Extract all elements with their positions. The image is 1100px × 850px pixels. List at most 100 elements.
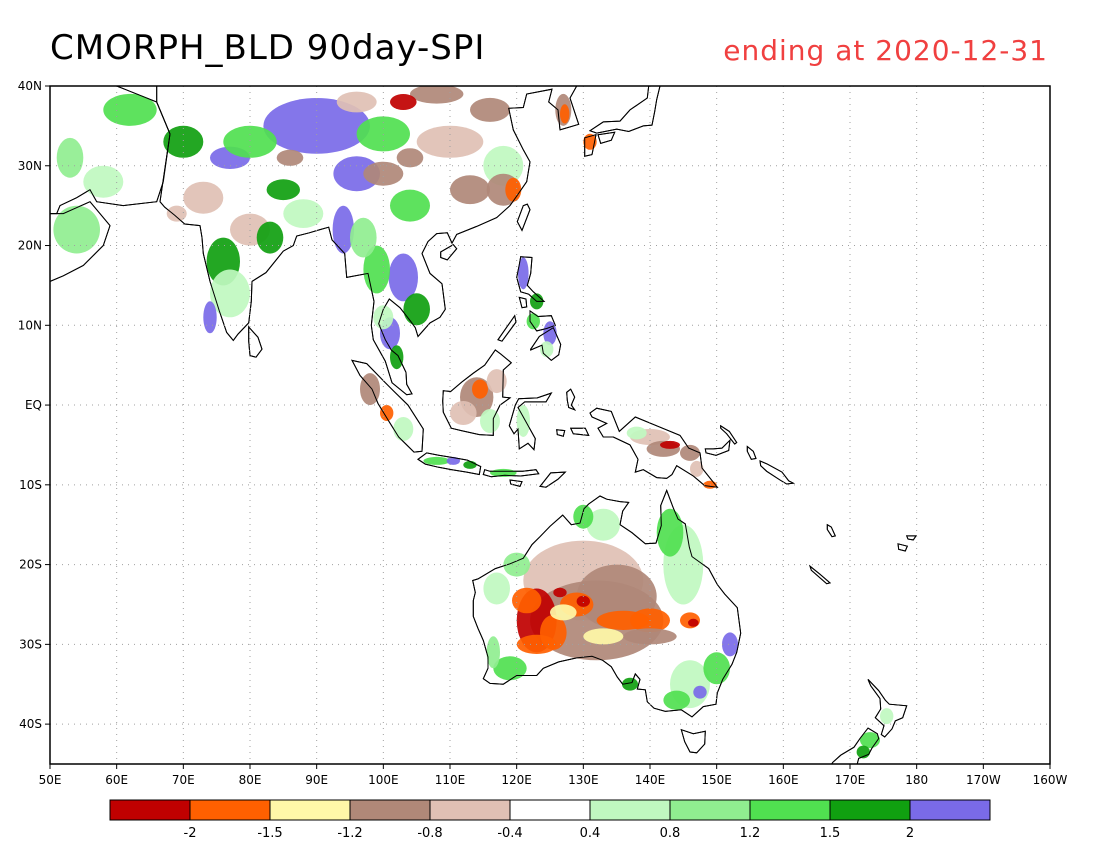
mindanao-coastline bbox=[530, 326, 562, 362]
spi-patch-23 bbox=[336, 91, 377, 113]
colorbar-swatch-7 bbox=[669, 799, 751, 821]
spi-patch-1 bbox=[333, 156, 381, 192]
colorbar-label: 1.5 bbox=[820, 826, 841, 841]
spi-patch-95 bbox=[663, 690, 690, 710]
colorbar-label: -2 bbox=[184, 826, 197, 841]
colorbar-swatch-2 bbox=[269, 799, 351, 821]
vanuatu-coastline bbox=[826, 523, 837, 538]
spi-patch-56 bbox=[423, 456, 451, 465]
spi-anomaly-layer bbox=[50, 86, 917, 764]
spi-patch-2 bbox=[332, 205, 354, 254]
spi-patch-51 bbox=[480, 409, 500, 433]
colorbar-label: 2 bbox=[906, 826, 914, 841]
spi-patch-10 bbox=[163, 125, 204, 158]
oman-coastline bbox=[50, 201, 111, 282]
lat-tick-label: 10N bbox=[18, 318, 42, 332]
sumatra-coastline bbox=[351, 359, 424, 453]
spi-patch-11 bbox=[83, 165, 124, 198]
spi-patch-17 bbox=[410, 86, 464, 104]
spi-patch-89 bbox=[483, 572, 511, 605]
spi-patch-87 bbox=[583, 628, 624, 645]
spi-patch-55 bbox=[393, 417, 414, 441]
colorbar-swatch-6 bbox=[589, 799, 671, 821]
spi-patch-7 bbox=[390, 189, 430, 222]
japan-main-coastline bbox=[588, 86, 661, 134]
spi-patch-14 bbox=[363, 161, 404, 186]
colorbar-swatch-10 bbox=[909, 799, 991, 821]
spi-patch-81 bbox=[553, 587, 567, 598]
spi-patch-64 bbox=[680, 444, 700, 461]
new-ireland-coastline bbox=[720, 424, 738, 445]
colorbar: -2 -1.5 -1.2 -0.8 -0.4 0.4 0.8 1.2 1.5 2 bbox=[109, 799, 991, 841]
spi-patch-97 bbox=[693, 685, 707, 699]
colorbar-swatch-8 bbox=[749, 799, 831, 821]
lon-tick-label: 60E bbox=[105, 773, 128, 787]
spi-patch-43 bbox=[518, 257, 529, 290]
lat-tick-label: 30N bbox=[18, 159, 42, 173]
spi-patch-34 bbox=[203, 301, 217, 334]
spi-patch-88 bbox=[550, 604, 577, 621]
lon-tick-label: 170W bbox=[966, 773, 1001, 787]
spi-patch-18 bbox=[483, 145, 524, 186]
colorbar-label: 1.2 bbox=[740, 826, 761, 841]
java-coastline bbox=[417, 452, 482, 476]
spi-patch-100 bbox=[880, 708, 894, 725]
hainan-coastline bbox=[440, 244, 458, 261]
lesser-sunda-coastline bbox=[482, 469, 540, 478]
spi-patch-35 bbox=[166, 205, 187, 222]
new-caledonia-coastline bbox=[809, 564, 832, 585]
grid-lines bbox=[50, 86, 1050, 764]
spi-patch-93 bbox=[722, 632, 738, 657]
spi-patch-6 bbox=[356, 116, 410, 152]
spi-patch-50 bbox=[450, 401, 477, 425]
spi-patch-37 bbox=[403, 293, 431, 326]
lat-tick-label: 40N bbox=[18, 79, 42, 93]
spi-patch-86 bbox=[623, 628, 677, 645]
sulawesi-coastline bbox=[508, 392, 553, 451]
spi-patch-41 bbox=[390, 345, 404, 370]
tasmania-coastline bbox=[680, 728, 706, 754]
luzon-coastline bbox=[516, 256, 546, 302]
latitude-ticks: 40N 30N 20N 10N EQ 10S 20S 30S 40S bbox=[18, 79, 50, 731]
spi-patch-33 bbox=[183, 181, 224, 214]
spi-patch-27 bbox=[560, 104, 570, 124]
spi-patch-12 bbox=[56, 137, 84, 178]
spi-patch-90 bbox=[493, 656, 527, 681]
spi-patch-76 bbox=[512, 587, 542, 614]
spi-patch-24 bbox=[390, 94, 417, 110]
nz-south-coastline bbox=[831, 727, 880, 764]
spi-patch-21 bbox=[450, 175, 490, 205]
lat-tick-label: 20S bbox=[19, 558, 42, 572]
asia-mainland-coastline bbox=[156, 86, 651, 396]
sri-lanka-coastline bbox=[248, 325, 263, 358]
visayas-coastline bbox=[529, 309, 556, 332]
plot-frame bbox=[49, 85, 1051, 765]
lon-tick-label: 160E bbox=[768, 773, 799, 787]
colorbar-label: 0.8 bbox=[660, 826, 681, 841]
spi-patch-47 bbox=[540, 341, 554, 358]
spi-patch-16 bbox=[470, 97, 510, 122]
japan-kyushu-coastline bbox=[584, 134, 597, 157]
colorbar-label: 0.4 bbox=[580, 826, 601, 841]
lon-tick-label: 70E bbox=[172, 773, 195, 787]
fiji-vanua-coastline bbox=[905, 535, 917, 541]
new-guinea-coastline bbox=[589, 407, 719, 488]
timor-coastline bbox=[539, 471, 567, 488]
japan-shikoku-coastline bbox=[597, 131, 616, 145]
fiji-coastline bbox=[897, 543, 908, 552]
solomons-coastline bbox=[759, 460, 795, 485]
spi-patch-32 bbox=[256, 221, 284, 254]
lon-tick-label: 120E bbox=[501, 773, 532, 787]
buru-coastline bbox=[556, 429, 566, 437]
lat-tick-label: 10S bbox=[19, 478, 42, 492]
lon-tick-label: 80E bbox=[239, 773, 262, 787]
spi-patch-13 bbox=[53, 205, 100, 254]
spi-patch-0 bbox=[263, 98, 371, 154]
longitude-ticks: 50E 60E 70E 80E 90E 100E 110E 120E 130E 140E 150E 1… bbox=[39, 764, 1068, 787]
colorbar-label: -0.4 bbox=[497, 826, 522, 841]
spi-patch-30 bbox=[210, 269, 250, 318]
lat-tick-label: 20N bbox=[18, 239, 42, 253]
spi-patch-70 bbox=[586, 508, 620, 541]
